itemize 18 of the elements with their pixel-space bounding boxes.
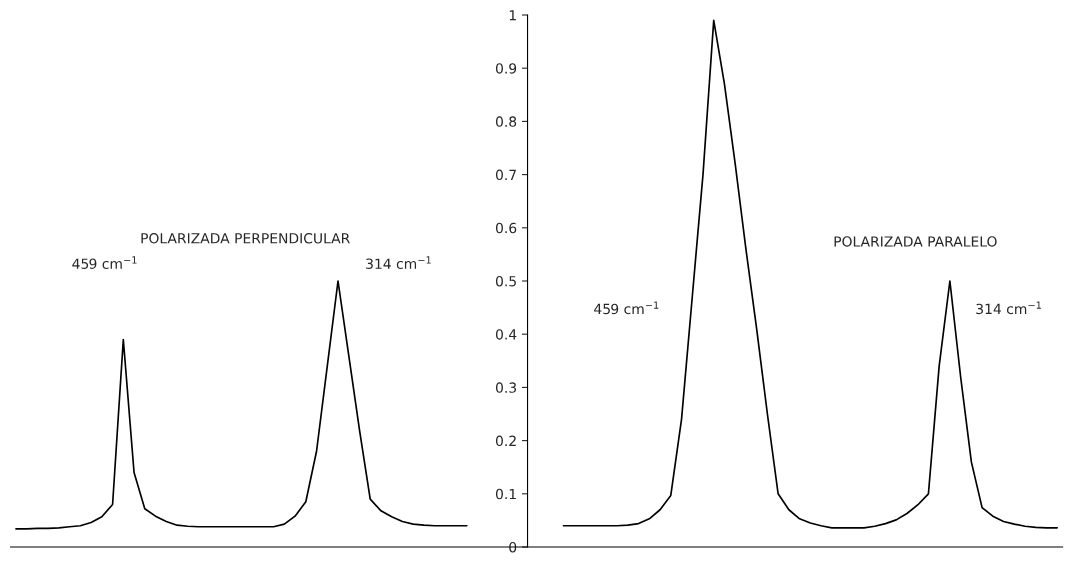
annotation: 459 cm$^{−1}$ xyxy=(72,256,137,269)
y-tick-label: 0.4 xyxy=(495,329,517,340)
y-tick-label: 0.3 xyxy=(495,382,517,393)
y-tick-label: 0.9 xyxy=(495,63,517,74)
y-tick-label: 1 xyxy=(509,10,516,21)
y-tick-label: 0.8 xyxy=(495,116,517,127)
y-tick-label: 0.1 xyxy=(495,488,516,500)
annotation: 314 cm$^{−1}$ xyxy=(366,256,431,269)
line-series xyxy=(15,280,468,530)
y-tick-label: 0.6 xyxy=(495,222,517,234)
annotation: 459 cm$^{−1}$ xyxy=(594,301,659,315)
line-series xyxy=(562,19,1059,529)
y-tick-label: 0.7 xyxy=(495,169,516,181)
annotation: 314 cm$^{−1}$ xyxy=(976,301,1041,315)
y-tick-label: 0.5 xyxy=(495,275,516,287)
annotation: POLARIZADA PERPENDICULAR xyxy=(141,233,350,244)
annotation: POLARIZADA PARALELO xyxy=(834,236,997,247)
y-tick-label: 0.2 xyxy=(495,435,516,447)
